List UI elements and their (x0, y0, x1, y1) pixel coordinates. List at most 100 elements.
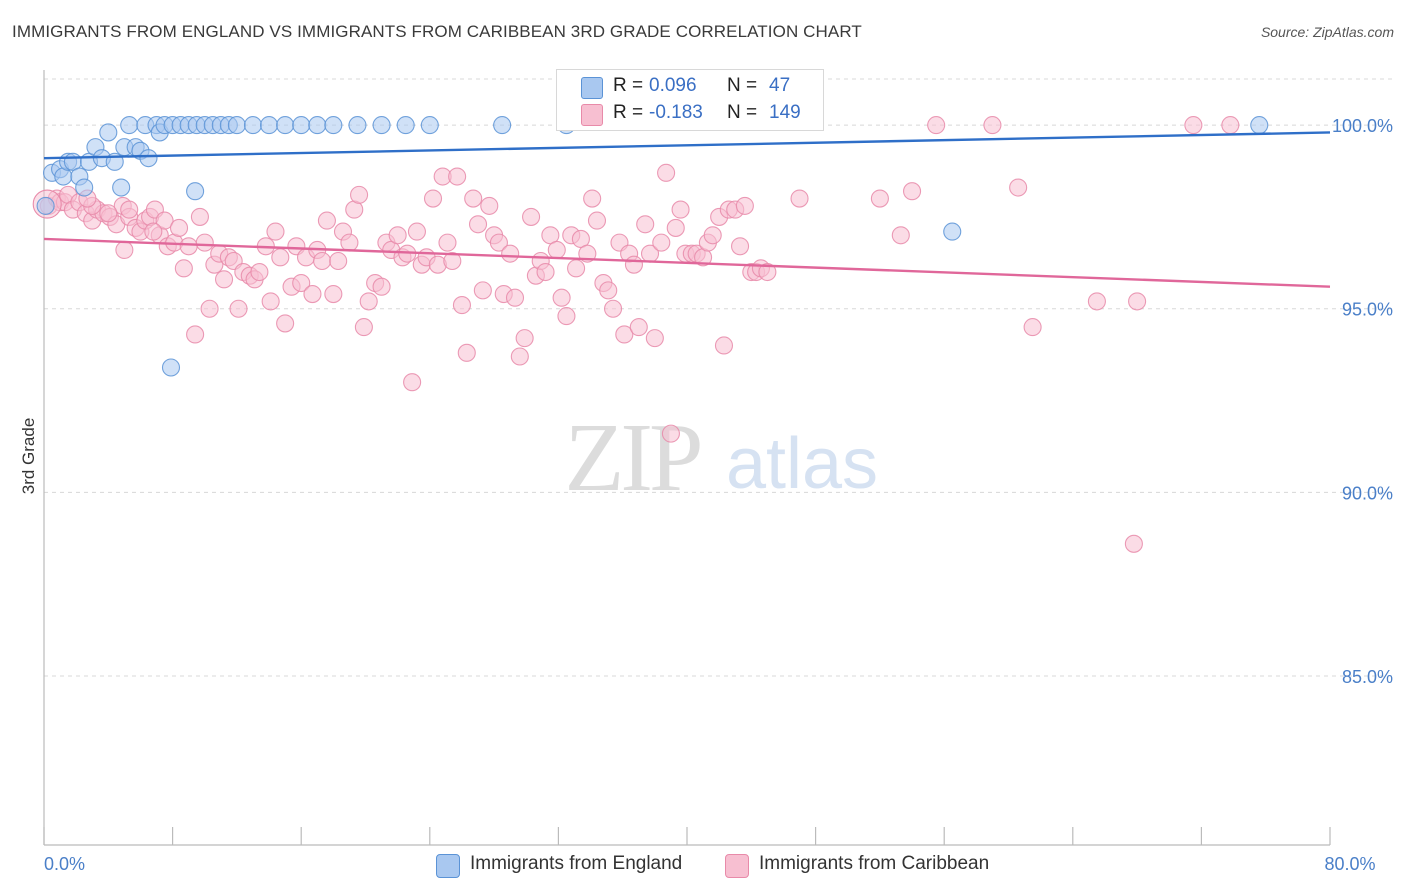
caribbean-point (359, 292, 378, 311)
england-point (36, 196, 55, 215)
caribbean-point (1087, 292, 1106, 311)
caribbean-point (423, 189, 443, 208)
caribbean-point (276, 314, 295, 333)
caribbean-point (186, 325, 205, 344)
caribbean-point (372, 277, 391, 296)
caribbean-point (714, 336, 734, 355)
england-point (99, 123, 118, 142)
caribbean-point (388, 226, 407, 245)
caribbean-point (1184, 116, 1203, 135)
caribbean-point (547, 240, 566, 260)
caribbean-point (1128, 292, 1147, 311)
caribbean-point (457, 343, 476, 362)
y-tick-label: 95.0% (1342, 300, 1393, 320)
england-point (493, 116, 512, 135)
caribbean-point (583, 189, 602, 208)
caribbean-point (292, 273, 311, 293)
caribbean-point (271, 248, 290, 267)
stats-row-caribbean: R = -0.183 N = 149 (557, 101, 823, 127)
caribbean-point (661, 424, 680, 443)
caribbean-point (515, 329, 534, 348)
caribbean-point (317, 211, 336, 230)
caribbean-point (505, 288, 525, 307)
england-point (396, 116, 415, 135)
caribbean-point (190, 207, 209, 226)
caribbean-point (468, 215, 488, 234)
caribbean-point (902, 182, 922, 201)
caribbean-point (99, 204, 118, 223)
caribbean-point (452, 296, 472, 315)
r-label: R = (613, 102, 644, 123)
caribbean-point (552, 288, 571, 307)
caribbean-point (567, 259, 586, 278)
england-point (1250, 116, 1269, 135)
caribbean-point (983, 116, 1002, 135)
r-value: 0.096 (649, 75, 697, 96)
caribbean-point (303, 285, 322, 304)
england-point (324, 116, 343, 135)
england-point (139, 149, 158, 168)
england-point (348, 116, 367, 135)
n-label: N = (727, 102, 758, 123)
caribbean-point (730, 237, 750, 256)
y-tick-label: 100.0% (1332, 116, 1393, 136)
caribbean-point (324, 285, 343, 304)
england-legend-swatch (436, 854, 460, 878)
y-axis-label: 3rd Grade (19, 418, 38, 495)
caribbean-point (735, 196, 754, 215)
caribbean-point (354, 318, 373, 337)
caribbean-point (652, 233, 671, 252)
england-point (308, 116, 327, 135)
caribbean-point (464, 189, 483, 208)
y-tick-labels: 100.0% 95.0% 90.0% 85.0% (1332, 116, 1393, 687)
england-swatch (581, 77, 603, 99)
caribbean-point (489, 233, 508, 252)
england-point (243, 116, 263, 135)
caribbean-point (407, 222, 426, 241)
caribbean-point (1009, 178, 1028, 197)
n-value: 47 (769, 75, 791, 96)
england-point (420, 116, 439, 135)
england-point (75, 178, 94, 197)
caribbean-point (790, 189, 809, 208)
caribbean-point (522, 207, 541, 226)
england-point (161, 358, 181, 377)
x-tick-label: 80.0% (1324, 854, 1375, 874)
caribbean-point (174, 259, 193, 278)
caribbean-point (557, 307, 576, 326)
caribbean-point (645, 329, 664, 348)
caribbean-point (200, 299, 219, 318)
caribbean-point (179, 237, 198, 256)
caribbean-point (666, 218, 685, 237)
caribbean-point (155, 211, 174, 230)
caribbean-trend-line (43, 237, 1331, 288)
caribbean-point (480, 196, 499, 215)
legend-label-caribbean: Immigrants from Caribbean (759, 853, 990, 874)
caribbean-point (1023, 318, 1042, 337)
caribbean-point (261, 292, 280, 311)
caribbean-point (350, 185, 369, 204)
r-value: -0.183 (649, 102, 703, 123)
caribbean-point (536, 262, 555, 282)
caribbean-point (758, 262, 777, 282)
caribbean-point (313, 251, 332, 271)
n-value: 149 (769, 102, 801, 123)
england-point (120, 116, 139, 135)
england-point (259, 116, 279, 135)
trend-lines (43, 131, 1331, 288)
chart-source: Source: ZipAtlas.com (1260, 24, 1394, 40)
watermark-zip: ZIP (565, 404, 700, 512)
caribbean-point (229, 299, 248, 318)
caribbean-point (340, 233, 359, 252)
england-point (186, 182, 205, 201)
caribbean-point (501, 244, 520, 263)
caribbean-point (266, 222, 285, 241)
stats-row-england: R = 0.096 N = 47 (557, 74, 823, 100)
watermark: ZIP atlas (565, 404, 879, 512)
stats-legend: R = 0.096 N = 47 R = -0.183 N = 149 (556, 69, 824, 131)
england-point (276, 116, 295, 135)
caribbean-point (629, 318, 648, 337)
r-label: R = (613, 75, 644, 96)
caribbean-point (587, 211, 607, 230)
